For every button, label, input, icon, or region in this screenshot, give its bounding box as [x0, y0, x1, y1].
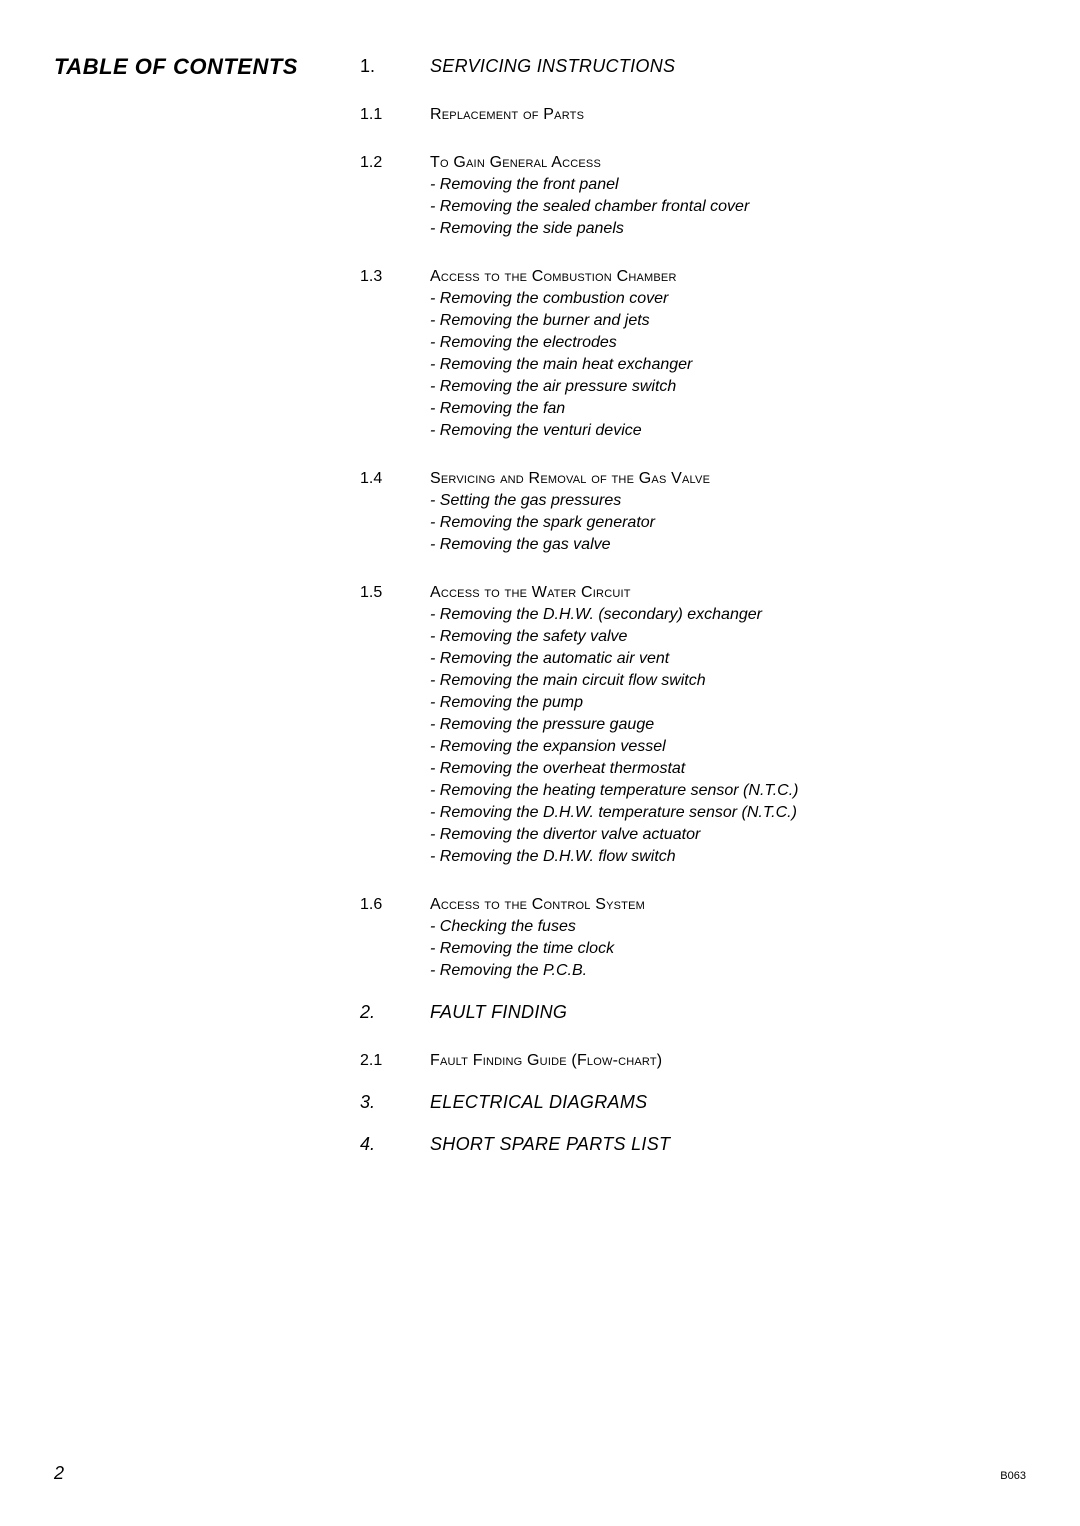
section-title: Access to the Water Circuit [430, 582, 1000, 604]
sub-item: - Removing the main circuit flow switch [430, 670, 1000, 692]
section-number: 1.6 [360, 894, 430, 916]
section-row: 1.3 Access to the Combustion Chamber - R… [360, 266, 1000, 442]
section-number: 1.2 [360, 152, 430, 174]
sub-item: - Removing the D.H.W. temperature sensor… [430, 802, 1000, 824]
chapter-row: 4. SHORT SPARE PARTS LIST [360, 1132, 1000, 1156]
section-sublist: - Removing the combustion cover - Removi… [430, 288, 1000, 442]
sub-item: - Checking the fuses [430, 916, 1000, 938]
section-title: Fault Finding Guide (Flow-chart) [430, 1050, 1000, 1072]
section-sublist: - Removing the D.H.W. (secondary) exchan… [430, 604, 1000, 868]
chapter-title: SERVICING INSTRUCTIONS [430, 54, 1000, 78]
sub-item: - Removing the gas valve [430, 534, 1000, 556]
chapter-title: FAULT FINDING [430, 1000, 1000, 1024]
toc-heading: TABLE OF CONTENTS [54, 54, 298, 80]
sub-item: - Removing the side panels [430, 218, 1000, 240]
sub-item: - Removing the fan [430, 398, 1000, 420]
section-row: 1.5 Access to the Water Circuit - Removi… [360, 582, 1000, 868]
sub-item: - Removing the spark generator [430, 512, 1000, 534]
sub-item: - Removing the expansion vessel [430, 736, 1000, 758]
sub-item: - Removing the D.H.W. (secondary) exchan… [430, 604, 1000, 626]
sub-item: - Removing the overheat thermostat [430, 758, 1000, 780]
sub-item: - Setting the gas pressures [430, 490, 1000, 512]
sub-item: - Removing the safety valve [430, 626, 1000, 648]
sub-item: - Removing the pump [430, 692, 1000, 714]
section-sublist: - Setting the gas pressures - Removing t… [430, 490, 1000, 556]
section-title: Servicing and Removal of the Gas Valve [430, 468, 1000, 490]
section-number: 1.3 [360, 266, 430, 288]
section-row: 1.2 To Gain General Access - Removing th… [360, 152, 1000, 240]
section-number: 1.5 [360, 582, 430, 604]
chapter-number: 1. [360, 54, 430, 78]
sub-item: - Removing the main heat exchanger [430, 354, 1000, 376]
chapter-number: 3. [360, 1090, 430, 1114]
page-container: TABLE OF CONTENTS 1. SERVICING INSTRUCTI… [0, 0, 1080, 1526]
sub-item: - Removing the pressure gauge [430, 714, 1000, 736]
section-row: 1.6 Access to the Control System - Check… [360, 894, 1000, 982]
sub-item: - Removing the combustion cover [430, 288, 1000, 310]
sub-item: - Removing the venturi device [430, 420, 1000, 442]
chapter-row: 1. SERVICING INSTRUCTIONS [360, 54, 1000, 78]
chapter-title: ELECTRICAL DIAGRAMS [430, 1090, 1000, 1114]
section-sublist: - Checking the fuses - Removing the time… [430, 916, 1000, 982]
chapter-row: 2. FAULT FINDING [360, 1000, 1000, 1024]
chapter-title: SHORT SPARE PARTS LIST [430, 1132, 1000, 1156]
sub-item: - Removing the front panel [430, 174, 1000, 196]
sub-item: - Removing the P.C.B. [430, 960, 1000, 982]
page-number: 2 [54, 1463, 64, 1484]
section-title: Replacement of Parts [430, 104, 1000, 126]
sub-item: - Removing the heating temperature senso… [430, 780, 1000, 802]
chapter-row: 3. ELECTRICAL DIAGRAMS [360, 1090, 1000, 1114]
sub-item: - Removing the air pressure switch [430, 376, 1000, 398]
chapter-number: 4. [360, 1132, 430, 1156]
section-row: 2.1 Fault Finding Guide (Flow-chart) [360, 1050, 1000, 1072]
sub-item: - Removing the time clock [430, 938, 1000, 960]
sub-item: - Removing the sealed chamber frontal co… [430, 196, 1000, 218]
section-title: Access to the Combustion Chamber [430, 266, 1000, 288]
section-number: 2.1 [360, 1050, 430, 1072]
sub-item: - Removing the automatic air vent [430, 648, 1000, 670]
section-number: 1.4 [360, 468, 430, 490]
sub-item: - Removing the divertor valve actuator [430, 824, 1000, 846]
sub-item: - Removing the electrodes [430, 332, 1000, 354]
section-row: 1.4 Servicing and Removal of the Gas Val… [360, 468, 1000, 556]
toc-content: 1. SERVICING INSTRUCTIONS 1.1 Replacemen… [360, 54, 1000, 1156]
sub-item: - Removing the D.H.W. flow switch [430, 846, 1000, 868]
section-sublist: - Removing the front panel - Removing th… [430, 174, 1000, 240]
section-number: 1.1 [360, 104, 430, 126]
section-title: To Gain General Access [430, 152, 1000, 174]
chapter-number: 2. [360, 1000, 430, 1024]
sub-item: - Removing the burner and jets [430, 310, 1000, 332]
section-row: 1.1 Replacement of Parts [360, 104, 1000, 126]
section-title: Access to the Control System [430, 894, 1000, 916]
document-code: B063 [1000, 1470, 1026, 1482]
